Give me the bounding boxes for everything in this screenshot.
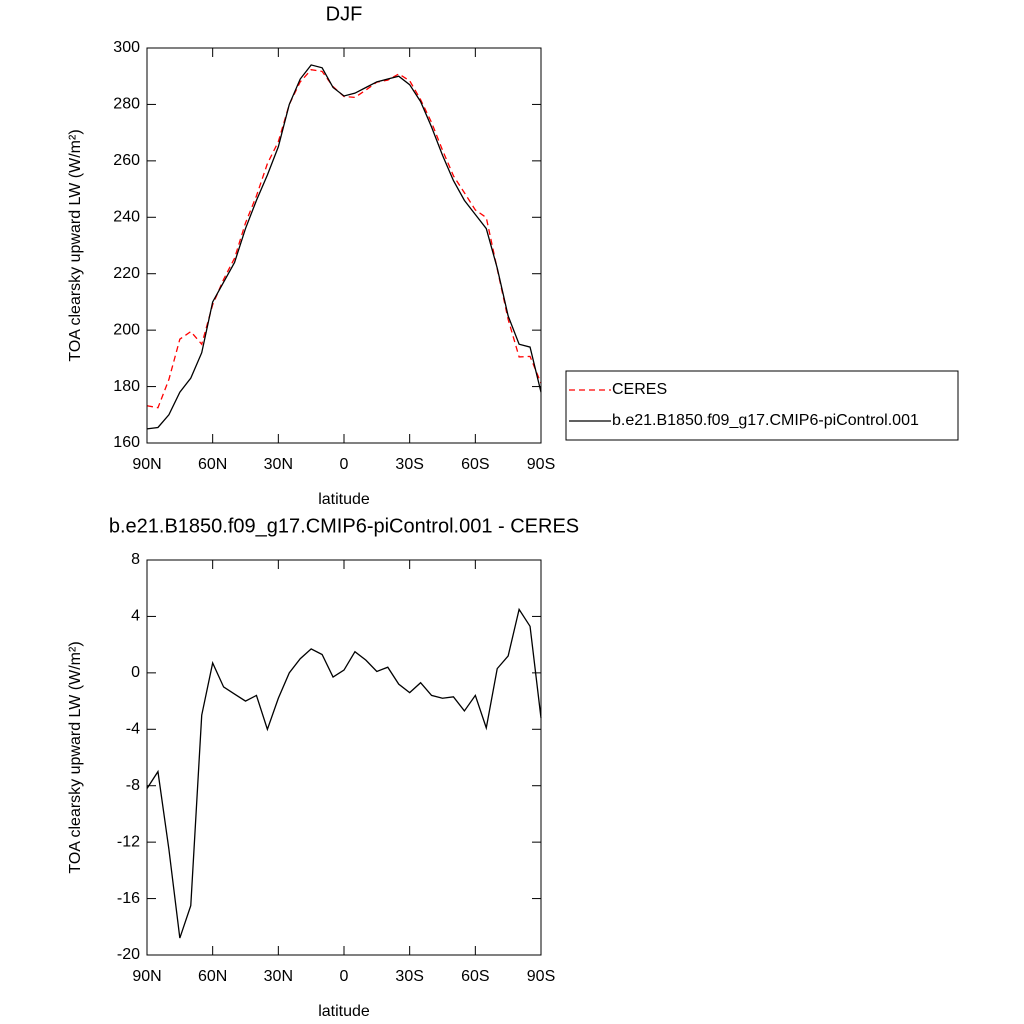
y-tick-label: -16 — [117, 890, 140, 907]
x-tick-label: 90S — [527, 968, 555, 985]
x-tick-label: 0 — [340, 456, 349, 473]
y-tick-label: 300 — [113, 39, 140, 56]
x-tick-label: 60S — [461, 456, 489, 473]
y-tick-label: -8 — [126, 777, 140, 794]
x-tick-label: 30N — [264, 968, 293, 985]
x-axis-label: latitude — [318, 1003, 370, 1020]
y-tick-label: 260 — [113, 152, 140, 169]
y-axis-label: TOA clearsky upward LW (W/m²) — [67, 641, 84, 873]
y-tick-label: 4 — [131, 608, 140, 625]
x-tick-label: 60S — [461, 968, 489, 985]
y-tick-label: 220 — [113, 265, 140, 282]
y-axis-label: TOA clearsky upward LW (W/m²) — [67, 129, 84, 361]
data-line — [146, 69, 542, 409]
y-tick-label: 180 — [113, 378, 140, 395]
data-line — [146, 607, 542, 939]
chart-title: DJF — [326, 3, 363, 25]
chart-title: b.e21.B1850.f09_g17.CMIP6-piControl.001 … — [109, 515, 579, 537]
y-tick-label: 200 — [113, 321, 140, 338]
x-tick-label: 90N — [132, 968, 161, 985]
x-tick-label: 90S — [527, 456, 555, 473]
y-tick-label: -20 — [117, 946, 140, 963]
x-tick-label: 60N — [198, 456, 227, 473]
x-axis-label: latitude — [318, 491, 370, 508]
y-tick-label: -4 — [126, 721, 140, 738]
x-tick-label: 30S — [395, 456, 423, 473]
y-tick-label: 240 — [113, 209, 140, 226]
plot-frame — [146, 559, 542, 956]
x-tick-label: 60N — [198, 968, 227, 985]
data-line — [146, 64, 542, 430]
x-tick-label: 90N — [132, 456, 161, 473]
x-tick-label: 30N — [264, 456, 293, 473]
x-tick-label: 0 — [340, 968, 349, 985]
y-tick-label: 160 — [113, 434, 140, 451]
legend-label: b.e21.B1850.f09_g17.CMIP6-piControl.001 — [612, 412, 919, 429]
legend-label: CERES — [612, 381, 667, 398]
y-tick-label: -12 — [117, 833, 140, 850]
y-tick-label: 0 — [131, 664, 140, 681]
y-tick-label: 8 — [131, 551, 140, 568]
plot-frame — [146, 47, 542, 444]
x-tick-label: 30S — [395, 968, 423, 985]
legend-box — [565, 370, 959, 441]
y-tick-label: 280 — [113, 96, 140, 113]
